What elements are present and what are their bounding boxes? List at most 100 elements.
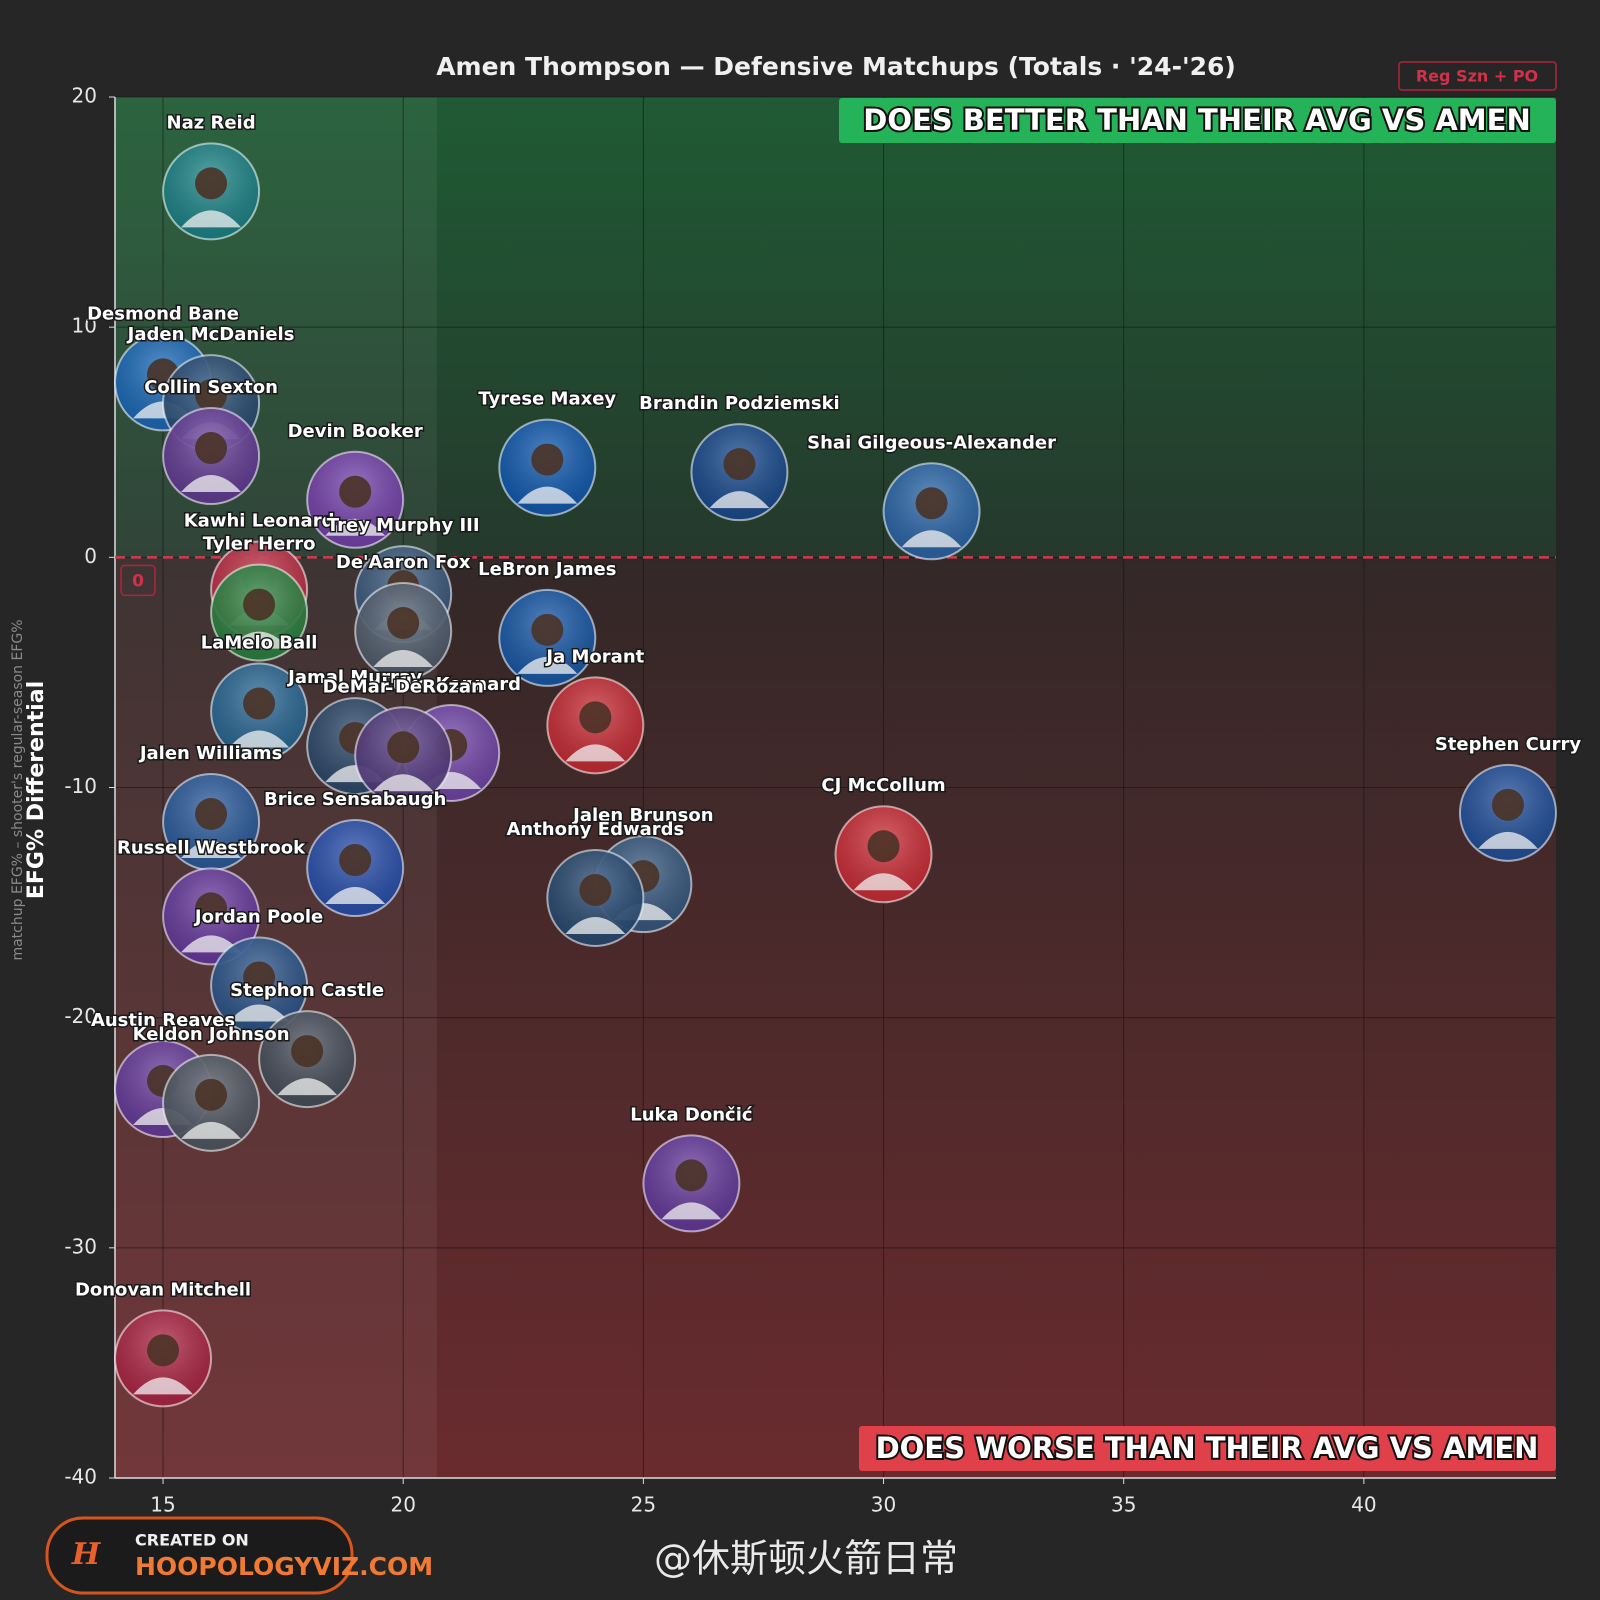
- point-label: Stephon Castle: [230, 980, 384, 1001]
- badge: Reg Szn + PO: [1416, 67, 1538, 86]
- player-marker: [114, 1309, 213, 1408]
- player-shoulders: [853, 873, 914, 891]
- player-head: [339, 844, 372, 877]
- player-head: [195, 798, 228, 831]
- point-label: Jamal Murray: [286, 667, 422, 688]
- player-head: [867, 830, 900, 863]
- point-label: LeBron James: [478, 559, 616, 580]
- player-shoulders: [229, 631, 290, 649]
- player-shoulders: [277, 1078, 338, 1096]
- player-marker: [210, 662, 309, 761]
- reference-badge-box: [120, 564, 156, 597]
- player-head: [195, 432, 228, 465]
- point-label: Keldon Johnson: [133, 1024, 290, 1045]
- player-head: [195, 379, 228, 412]
- player-marker: [162, 407, 261, 506]
- player-shoulders: [229, 730, 290, 748]
- player-head: [723, 448, 756, 481]
- player-marker: [498, 588, 597, 687]
- player-shoulders: [565, 916, 626, 934]
- player-shoulders: [901, 530, 962, 548]
- player-marker: [306, 450, 405, 549]
- player-marker: [642, 1134, 741, 1233]
- player-shoulders: [709, 491, 770, 509]
- grid: 15 20 25 30 35 40 -40 -30 -20 -10 0 10 20 0: [64, 84, 1556, 1517]
- player-shoulders: [133, 1377, 194, 1395]
- annotations: DOES BETTER THAN THEIR AVG VS AMEN DOES W…: [839, 98, 1556, 1471]
- player-marker: [162, 142, 261, 241]
- logo: H CREATED ON HOOPOLOGYVIZ.COM: [45, 1516, 433, 1595]
- player-shoulders: [661, 1202, 722, 1220]
- top-banner: DOES BETTER THAN THEIR AVG VS AMEN: [863, 103, 1530, 137]
- point-label: Shai Gilgeous-Alexander: [807, 432, 1056, 453]
- player-head: [579, 873, 612, 906]
- player-marker: [498, 418, 597, 517]
- point-label: Jalen Williams: [138, 743, 282, 764]
- player-marker: [162, 1053, 261, 1152]
- x-tick-label: 30: [871, 1493, 896, 1517]
- player-marker: [210, 563, 309, 662]
- point-label: CJ McCollum: [821, 775, 945, 796]
- player-head: [579, 701, 612, 734]
- player-head: [147, 1334, 180, 1367]
- point-label: Naz Reid: [167, 112, 256, 133]
- y-tick-label: -40: [64, 1465, 97, 1489]
- player-head: [195, 1078, 228, 1111]
- player-marker: [162, 773, 261, 872]
- points: [114, 142, 1557, 1408]
- player-marker: [690, 423, 789, 522]
- point-label: Jaden McDaniels: [126, 324, 295, 345]
- watermark: @休斯顿火箭日常: [654, 1537, 958, 1581]
- y-tick-label: 10: [72, 314, 97, 338]
- y-axis-label: EFG% Differential: [24, 681, 49, 899]
- player-head: [387, 606, 420, 639]
- point-label: Austin Reaves: [91, 1010, 235, 1031]
- y-tick-label: 20: [72, 84, 97, 108]
- point-label: Russell Westbrook: [117, 837, 306, 858]
- point-label: Kawhi Leonard: [184, 511, 335, 532]
- player-shoulders: [325, 887, 386, 905]
- point-label: Brice Sensabaugh: [264, 789, 446, 810]
- y-tick-label: -20: [64, 1004, 97, 1028]
- player-head: [339, 475, 372, 508]
- player-head: [291, 1035, 324, 1068]
- player-marker: [162, 867, 261, 966]
- player-marker: [354, 581, 453, 680]
- top-banner-box: [839, 98, 1556, 143]
- point-label: Devin Booker: [288, 421, 423, 442]
- point-label: Donovan Mitchell: [75, 1279, 251, 1300]
- player-head: [243, 961, 276, 994]
- player-head: [915, 487, 948, 520]
- player-marker: [354, 706, 453, 805]
- player-head: [243, 588, 276, 621]
- point-label: Tyrese Maxey: [478, 389, 616, 410]
- y-tick-label: -10: [64, 774, 97, 798]
- chart-title: Amen Thompson — Defensive Matchups (Tota…: [436, 52, 1236, 81]
- player-marker: [834, 805, 933, 904]
- reference-badge: 0: [132, 571, 144, 591]
- point-label: Jalen Brunson: [571, 805, 713, 826]
- player-head: [195, 892, 228, 925]
- player-head: [1491, 788, 1524, 821]
- player-shoulders: [181, 935, 242, 953]
- point-label: Stephen Curry: [1435, 734, 1582, 755]
- point-label: Ja Morant: [544, 646, 644, 667]
- player-marker: [546, 848, 645, 947]
- point-label: Jordan Poole: [193, 906, 323, 927]
- player-marker: [210, 936, 309, 1035]
- player-marker: [546, 676, 645, 775]
- player-marker: [258, 1010, 357, 1109]
- player-marker: [306, 819, 405, 918]
- point-label: De'Aaron Fox: [336, 552, 471, 573]
- badge-box: [1398, 61, 1557, 91]
- player-marker: [882, 462, 981, 561]
- bottom-banner: DOES WORSE THAN THEIR AVG VS AMEN: [876, 1431, 1539, 1465]
- logo-box: [45, 1516, 354, 1595]
- point-label: Desmond Bane: [87, 303, 239, 324]
- logo-line2: HOOPOLOGYVIZ.COM: [135, 1552, 433, 1581]
- player-shoulders: [181, 210, 242, 228]
- x-tick-label: 40: [1351, 1493, 1376, 1517]
- player-shoulders: [229, 1004, 290, 1022]
